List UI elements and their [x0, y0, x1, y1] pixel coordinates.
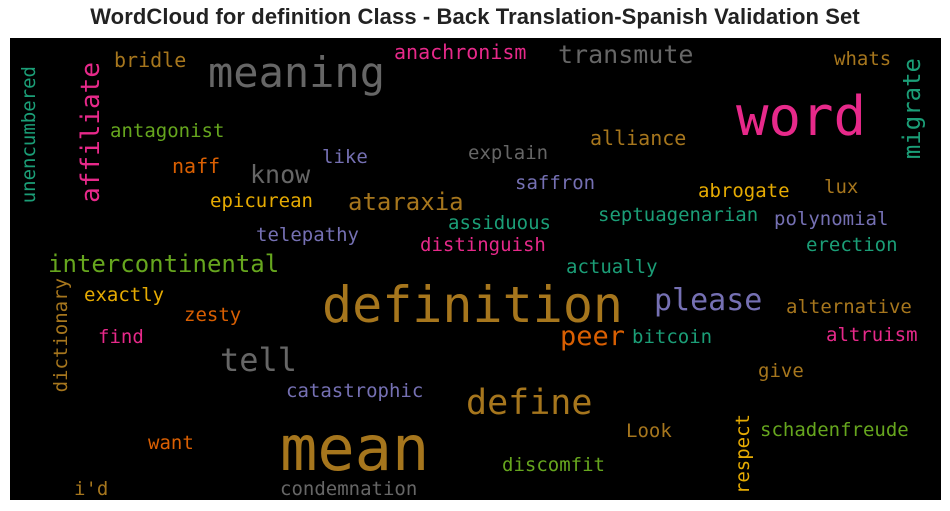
word-telepathy: telepathy — [256, 226, 359, 245]
word-meaning: meaning — [208, 52, 385, 94]
word-polynomial: polynomial — [774, 210, 888, 229]
word-alternative: alternative — [786, 298, 912, 317]
word-give: give — [758, 362, 804, 381]
word-dictionary: dictionary — [52, 278, 71, 392]
word-zesty: zesty — [184, 306, 241, 325]
word-anachronism: anachronism — [394, 42, 526, 62]
word-abrogate: abrogate — [698, 182, 790, 201]
word-find: find — [98, 328, 144, 347]
word-respect: respect — [734, 414, 753, 494]
word-please: please — [654, 286, 762, 316]
word-assiduous: assiduous — [448, 214, 551, 233]
word-whats: whats — [834, 50, 891, 69]
word-erection: erection — [806, 236, 898, 255]
word-ataraxia: ataraxia — [348, 190, 464, 214]
word-naff: naff — [172, 156, 220, 176]
word-transmute: transmute — [558, 42, 693, 67]
word-schadenfreude: schadenfreude — [760, 421, 909, 440]
word-epicurean: epicurean — [210, 192, 313, 211]
chart-title: WordCloud for definition Class - Back Tr… — [0, 4, 950, 30]
word-catastrophic: catastrophic — [286, 382, 423, 401]
wordcloud-canvas: definition mean word meaning define please tel… — [10, 38, 941, 500]
word-migrate: migrate — [900, 58, 924, 159]
word-tell: tell — [220, 344, 297, 376]
word-want: want — [148, 434, 194, 453]
word-septuagenarian: septuagenarian — [598, 206, 758, 225]
word-exactly: exactly — [84, 286, 164, 305]
word-intercontinental: intercontinental — [48, 252, 279, 276]
word-discomfit: discomfit — [502, 456, 605, 475]
word-altruism: altruism — [826, 326, 918, 345]
word-i-d: i'd — [74, 480, 108, 499]
word-look: Look — [626, 422, 672, 441]
word-mean: mean — [280, 418, 429, 480]
word-saffron: saffron — [515, 174, 595, 193]
word-lux: lux — [824, 178, 858, 197]
word-affiliate: affiliate — [78, 62, 104, 203]
word-word: word — [736, 90, 866, 144]
word-actually: actually — [566, 258, 658, 277]
word-explain: explain — [468, 144, 548, 163]
word-condemnation: condemnation — [280, 480, 417, 499]
word-peer: peer — [560, 323, 625, 350]
word-bridle: bridle — [114, 50, 186, 70]
word-distinguish: distinguish — [420, 236, 546, 255]
word-define: define — [466, 386, 592, 421]
word-know: know — [250, 162, 310, 187]
word-unencumbered: unencumbered — [20, 66, 39, 203]
word-antagonist: antagonist — [110, 122, 224, 141]
word-alliance: alliance — [590, 128, 686, 148]
word-like: like — [322, 148, 368, 167]
word-bitcoin: bitcoin — [632, 328, 712, 347]
